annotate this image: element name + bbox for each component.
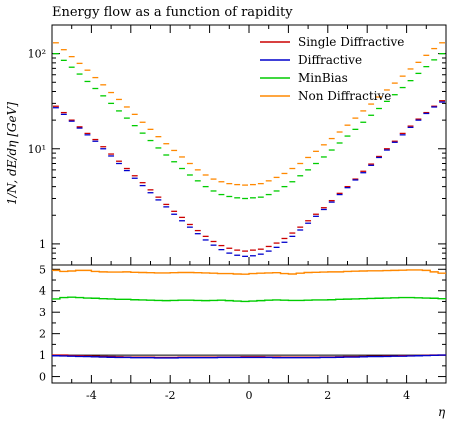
main-plot-frame (51, 24, 447, 266)
ratio-line (52, 269, 446, 275)
series-diffractive (53, 101, 445, 257)
ratio-line (52, 354, 446, 359)
x-tick-label: 0 (246, 389, 253, 402)
legend-label: Single Diffractive (298, 35, 404, 49)
ratio-y-tick-label: 5 (39, 263, 46, 276)
x-tick-label: 2 (324, 389, 331, 402)
legend: Single Diffractive Diffractive MinBias Non … (260, 35, 404, 103)
chart-title: Energy flow as a function of rapidity (52, 5, 293, 20)
ratio-plot-panel: 0 1 2 3 4 5 -4 -2 0 2 4 (39, 263, 447, 402)
ratio-y-tick-label: 3 (39, 306, 46, 319)
x-tick-label: -2 (165, 389, 176, 402)
main-plot-panel: 10² 10¹ 1 (28, 24, 447, 266)
ratio-y-tick-label: 1 (39, 349, 46, 362)
ratio-y-tick-label: 0 (39, 371, 46, 384)
legend-label: Non Diffractive (298, 89, 391, 103)
ratio-plot-frame (51, 264, 447, 384)
legend-item: Diffractive (260, 53, 362, 67)
ratio-series-non-diffractive (52, 269, 446, 275)
ratio-series-diffractive (52, 354, 446, 359)
legend-item: MinBias (260, 71, 348, 85)
ratio-y-tick-label: 2 (39, 328, 46, 341)
legend-item: Single Diffractive (260, 35, 404, 49)
x-axis-label: η (438, 405, 446, 419)
legend-label: Diffractive (298, 53, 362, 67)
y-tick-label: 10² (28, 48, 46, 61)
series-minbias (53, 52, 445, 200)
ratio-series-minbias (52, 296, 446, 303)
y-axis-label: 1/N, dE/dη [GeV] (5, 102, 19, 205)
legend-label: MinBias (298, 71, 348, 85)
ratio-line (52, 296, 446, 303)
legend-item: Non Diffractive (260, 89, 391, 103)
y-tick-label: 1 (39, 238, 46, 251)
x-tick-label: -4 (86, 389, 97, 402)
ratio-y-tick-label: 4 (39, 285, 46, 298)
x-tick-label: 4 (403, 389, 410, 402)
series-non-diffractive (53, 42, 445, 186)
y-tick-label: 10¹ (28, 143, 46, 156)
series-single-diffractive (53, 100, 445, 252)
